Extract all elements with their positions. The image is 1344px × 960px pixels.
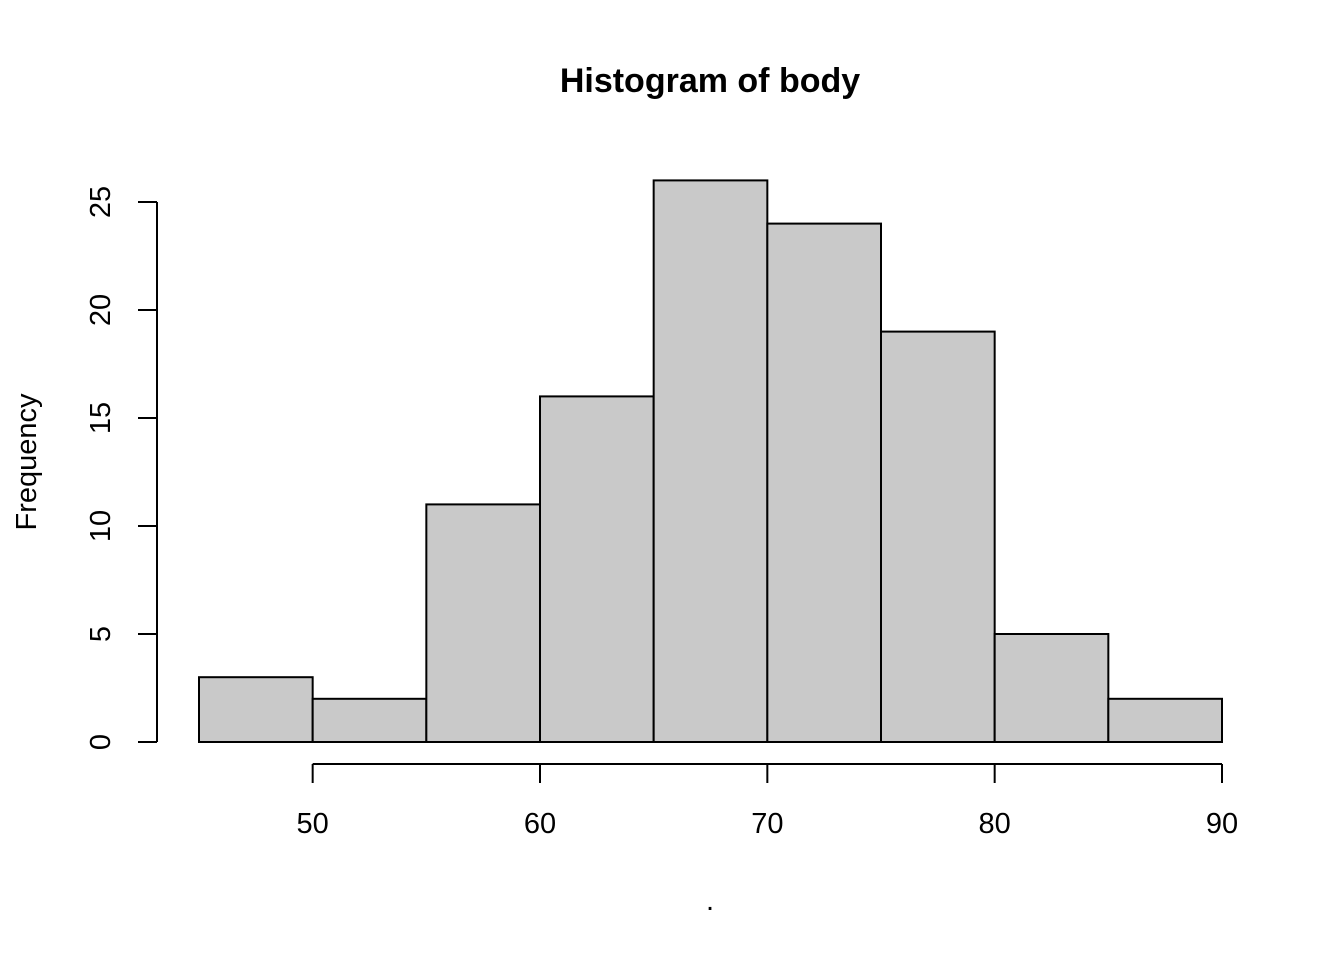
y-tick-label: 20 bbox=[85, 294, 117, 326]
x-tick-label: 70 bbox=[751, 808, 783, 840]
y-tick-label: 25 bbox=[85, 186, 117, 218]
y-tick-label: 0 bbox=[85, 734, 117, 750]
histogram-bar bbox=[880, 330, 996, 743]
histogram-bar bbox=[539, 395, 655, 743]
bars bbox=[198, 179, 1224, 744]
chart-title: Histogram of body bbox=[560, 62, 860, 100]
x-tick-label: 80 bbox=[979, 808, 1011, 840]
y-tick-label: 10 bbox=[85, 510, 117, 542]
histogram-bar bbox=[311, 697, 428, 743]
x-axis: 50 60 70 80 90 bbox=[297, 763, 1238, 840]
histogram-bar bbox=[652, 179, 769, 743]
histogram-bar bbox=[198, 676, 314, 744]
x-tick-label: 90 bbox=[1206, 808, 1238, 840]
y-axis: 0 5 10 15 20 25 bbox=[85, 186, 158, 750]
y-tick-label: 5 bbox=[85, 626, 117, 642]
x-tick-label: 60 bbox=[524, 808, 556, 840]
histogram-bar bbox=[993, 633, 1110, 743]
histogram-bar bbox=[766, 222, 882, 744]
y-tick-label: 15 bbox=[85, 402, 117, 434]
y-axis-label: Frequency bbox=[11, 393, 43, 531]
x-axis-label: . bbox=[706, 885, 714, 917]
histogram-bar bbox=[1107, 697, 1224, 743]
x-tick-label: 50 bbox=[297, 808, 329, 840]
histogram-bar bbox=[425, 503, 542, 743]
